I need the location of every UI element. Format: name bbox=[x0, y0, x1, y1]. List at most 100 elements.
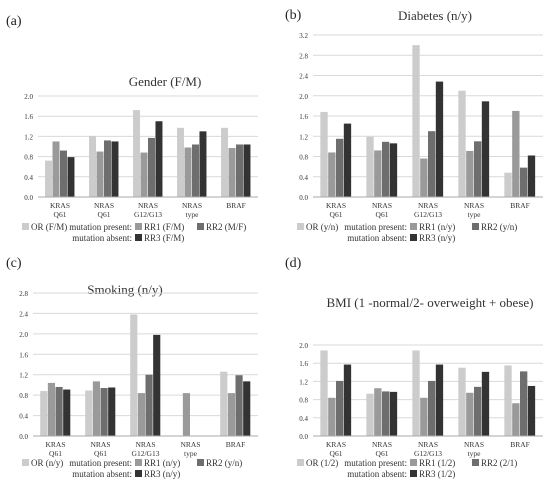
x-tick-label: NRAS bbox=[94, 201, 114, 210]
bar bbox=[435, 81, 444, 197]
x-tick-label: type bbox=[184, 449, 198, 458]
bar bbox=[199, 131, 207, 197]
x-tick-label: BRAF bbox=[226, 201, 246, 210]
x-tick-label: NRAS bbox=[418, 201, 438, 210]
bar bbox=[60, 150, 67, 197]
bar bbox=[320, 111, 328, 197]
legend-label: mutation present: bbox=[344, 222, 407, 232]
bar bbox=[243, 144, 251, 197]
legend-label: RR3 (F/M) bbox=[144, 233, 184, 243]
bar-chart-smoking: Smoking (n/y) 0.0 0.4 0.8 1.2 1.6 2.0 2.4 2.8 KRA… bbox=[19, 282, 258, 479]
y-tick-label: 2.0 bbox=[24, 93, 33, 101]
bar bbox=[520, 167, 528, 197]
legend-label: RR3 (n/y) bbox=[144, 469, 180, 479]
bar bbox=[336, 138, 344, 197]
x-tick-label: KRAS bbox=[326, 440, 346, 449]
bar bbox=[389, 143, 398, 197]
y-tick-label: 0.0 bbox=[19, 433, 28, 441]
bar bbox=[366, 136, 374, 197]
bar bbox=[435, 364, 444, 436]
x-tick-label: type bbox=[186, 210, 200, 219]
bar bbox=[504, 172, 512, 197]
bar bbox=[458, 367, 466, 436]
bar bbox=[420, 397, 428, 436]
legend-label: mutation present: bbox=[69, 222, 132, 232]
bar bbox=[228, 148, 236, 197]
x-tick-label: NRAS bbox=[464, 201, 484, 210]
y-tick-label: 0.4 bbox=[299, 174, 308, 182]
y-tick-label: 1.6 bbox=[19, 351, 28, 359]
bar bbox=[192, 144, 199, 197]
x-tick-label: Q61 bbox=[54, 210, 67, 219]
legend-label: mutation present: bbox=[69, 458, 132, 468]
legend-swatch bbox=[197, 223, 204, 230]
x-tick-label: Q61 bbox=[49, 449, 62, 458]
legend-label: mutation absent: bbox=[347, 233, 407, 243]
legend-swatch bbox=[197, 459, 204, 466]
legend-label: RR1 (1/2) bbox=[419, 458, 455, 468]
bar bbox=[374, 150, 382, 197]
chart-title: Diabetes (n/y) bbox=[398, 8, 472, 23]
bar bbox=[133, 110, 141, 197]
bar bbox=[512, 403, 520, 436]
bar bbox=[55, 386, 63, 436]
x-tick-label: NRAS bbox=[138, 201, 158, 210]
x-tick-label: NRAS bbox=[418, 440, 438, 449]
x-tick-label: Q61 bbox=[94, 449, 107, 458]
bar bbox=[184, 147, 192, 197]
bar bbox=[366, 393, 374, 436]
bar bbox=[428, 380, 436, 436]
bar bbox=[527, 385, 536, 436]
panel-letter: (a) bbox=[6, 14, 22, 29]
bar bbox=[145, 374, 153, 436]
y-tick-label: 3.2 bbox=[299, 32, 308, 40]
y-tick-label: 0.0 bbox=[24, 194, 33, 202]
x-tick-label: BRAF bbox=[510, 201, 530, 210]
bar bbox=[243, 381, 251, 436]
legend-swatch bbox=[297, 223, 304, 230]
bar bbox=[236, 144, 243, 197]
y-tick-label: 0.4 bbox=[24, 174, 33, 182]
y-tick-label: 0.8 bbox=[299, 154, 308, 162]
legend-label: mutation absent: bbox=[72, 233, 132, 243]
x-tick-label: BRAF bbox=[226, 440, 246, 449]
y-tick-label: 0.0 bbox=[299, 433, 308, 441]
x-tick-label: type bbox=[468, 210, 482, 219]
bar bbox=[382, 391, 390, 436]
bar bbox=[474, 386, 482, 436]
legend-label: OR (y/n) bbox=[306, 222, 338, 232]
x-tick-label: type bbox=[468, 449, 482, 458]
bar bbox=[89, 135, 97, 197]
bar bbox=[100, 387, 108, 436]
legend-label: RR2 (y/n) bbox=[481, 222, 517, 232]
bar bbox=[520, 371, 528, 436]
y-tick-label: 0.4 bbox=[299, 415, 308, 423]
legend-swatch bbox=[135, 470, 142, 477]
chart-title: Smoking (n/y) bbox=[87, 282, 162, 297]
legend-label: RR2 (y/n) bbox=[206, 458, 242, 468]
x-tick-label: NRAS bbox=[464, 440, 484, 449]
bar bbox=[504, 365, 512, 436]
legend-label: RR3 (1/2) bbox=[419, 469, 455, 479]
bar bbox=[137, 393, 145, 436]
bar bbox=[235, 375, 243, 436]
bar-chart-diabetes: Diabetes (n/y) 0.0 0.4 0.8 1.2 1.6 2.0 2.4 2.8 3.… bbox=[297, 8, 543, 243]
legend-label: RR1 (F/M) bbox=[144, 222, 184, 232]
bar bbox=[343, 364, 352, 436]
bar bbox=[155, 121, 163, 197]
bar bbox=[220, 371, 228, 436]
bar bbox=[104, 140, 111, 197]
legend-label: mutation present: bbox=[344, 458, 407, 468]
panel-letter: (d) bbox=[285, 256, 302, 271]
bar bbox=[63, 389, 71, 436]
y-tick-label: 2.4 bbox=[19, 310, 28, 318]
x-tick-label: NRAS bbox=[182, 201, 202, 210]
x-tick-label: KRAS bbox=[326, 201, 346, 210]
y-tick-label: 2.4 bbox=[299, 73, 308, 81]
y-tick-label: 2.0 bbox=[19, 331, 28, 339]
x-tick-label: NRAS bbox=[372, 201, 392, 210]
legend-swatch bbox=[410, 223, 417, 230]
bar bbox=[466, 392, 474, 436]
bar bbox=[45, 160, 53, 197]
legend-swatch bbox=[410, 234, 417, 241]
